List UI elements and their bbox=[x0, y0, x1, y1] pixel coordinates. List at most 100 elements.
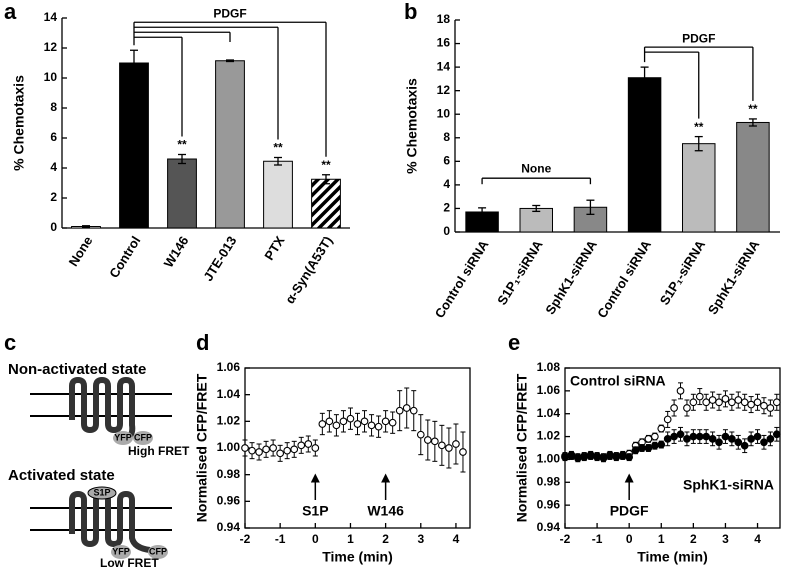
bar bbox=[627, 77, 662, 233]
y-tick-label: 2 bbox=[50, 190, 57, 204]
y-tick-label: 1.02 bbox=[217, 414, 241, 428]
y-tick-label: 1.00 bbox=[537, 452, 561, 466]
y-tick-label: 6 bbox=[50, 130, 57, 144]
panel-label: b bbox=[404, 0, 417, 24]
y-tick-label: 12 bbox=[437, 83, 451, 97]
x-tick-label: 2 bbox=[690, 532, 697, 546]
cfp bbox=[133, 431, 153, 445]
y-tick-label: 1.04 bbox=[537, 406, 561, 420]
fp-label: CFP bbox=[134, 432, 152, 442]
point bbox=[689, 398, 698, 407]
significance: ** bbox=[273, 141, 283, 155]
y-tick-label: 0.96 bbox=[217, 494, 241, 508]
point bbox=[599, 454, 608, 463]
x-tick-label: Control siRNA bbox=[594, 237, 654, 321]
y-tick-label: 8 bbox=[50, 100, 57, 114]
point bbox=[708, 435, 717, 443]
point bbox=[402, 404, 411, 412]
ligand-label: S1P bbox=[93, 487, 110, 497]
y-tick-label: 0.94 bbox=[217, 520, 241, 534]
bar bbox=[167, 158, 197, 229]
point bbox=[663, 435, 672, 443]
x-tick-label: 3 bbox=[722, 532, 729, 546]
point bbox=[644, 435, 653, 443]
point bbox=[409, 406, 418, 415]
point bbox=[747, 435, 755, 443]
point bbox=[683, 404, 691, 412]
point bbox=[702, 432, 711, 441]
point bbox=[721, 395, 730, 403]
significance: ** bbox=[177, 138, 187, 152]
point bbox=[311, 444, 320, 452]
point bbox=[657, 440, 666, 449]
point bbox=[290, 445, 299, 454]
point bbox=[276, 449, 285, 458]
panel-label: d bbox=[196, 330, 209, 355]
bar bbox=[263, 160, 293, 229]
point bbox=[452, 440, 460, 448]
y-axis-title: Normalised CFP/FRET bbox=[194, 373, 210, 522]
y-tick-label: 14 bbox=[44, 10, 58, 24]
bar bbox=[736, 121, 770, 233]
point bbox=[573, 454, 582, 463]
point bbox=[760, 438, 768, 447]
x-tick-label: -1 bbox=[275, 532, 286, 546]
annotation: PDGF bbox=[610, 503, 649, 519]
y-tick-label: 6 bbox=[443, 154, 450, 168]
y-tick-label: 2 bbox=[443, 201, 450, 215]
point bbox=[459, 448, 467, 456]
point bbox=[346, 414, 355, 423]
point bbox=[715, 398, 723, 407]
y-tick-label: 0 bbox=[443, 224, 450, 238]
y-tick-label: 10 bbox=[44, 70, 58, 84]
point bbox=[248, 446, 256, 455]
x-tick-label: α-Syn(A53T) bbox=[282, 233, 335, 306]
point bbox=[416, 430, 425, 439]
point bbox=[388, 418, 397, 427]
y-tick-label: 18 bbox=[437, 12, 451, 26]
point bbox=[438, 441, 446, 450]
point bbox=[676, 387, 685, 395]
point bbox=[580, 453, 589, 461]
point bbox=[283, 446, 292, 455]
fp-label: CFP bbox=[149, 546, 167, 556]
y-tick-label: 1.06 bbox=[537, 383, 561, 397]
y-tick-label: 1.04 bbox=[217, 387, 241, 401]
receptor bbox=[69, 376, 136, 443]
annotation: S1P bbox=[302, 503, 328, 519]
point bbox=[612, 453, 621, 461]
y-tick-label: 8 bbox=[443, 130, 450, 144]
annotation: W146 bbox=[367, 503, 404, 519]
point bbox=[381, 417, 390, 426]
x-tick-label: Control bbox=[106, 233, 143, 280]
point bbox=[567, 452, 576, 460]
legend-label: Control siRNA bbox=[570, 373, 666, 389]
bracket-label: PDGF bbox=[682, 31, 715, 45]
fp-label: YFP bbox=[114, 432, 132, 442]
point bbox=[728, 435, 736, 443]
y-tick-label: 0.98 bbox=[217, 467, 241, 481]
y-tick-label: 16 bbox=[437, 36, 451, 50]
y-tick-label: 1.02 bbox=[537, 429, 561, 443]
point bbox=[760, 401, 768, 410]
fp-label: YFP bbox=[112, 546, 130, 556]
x-tick-label: -2 bbox=[240, 532, 251, 546]
y-axis-title: Normalised CFP/FRET bbox=[514, 373, 530, 522]
x-tick-label: None bbox=[66, 233, 96, 269]
point bbox=[772, 430, 781, 439]
y-axis-title: % Chemotaxis bbox=[404, 78, 420, 174]
point bbox=[670, 432, 678, 441]
yfp bbox=[111, 545, 131, 559]
point bbox=[753, 432, 762, 441]
point bbox=[593, 453, 601, 461]
point bbox=[631, 446, 640, 455]
panel-label: e bbox=[508, 330, 520, 355]
bracket-label: PDGF bbox=[213, 6, 246, 20]
point bbox=[561, 453, 569, 461]
receptor bbox=[69, 490, 151, 553]
point bbox=[430, 437, 439, 446]
y-tick-label: 10 bbox=[437, 106, 451, 120]
point bbox=[241, 444, 249, 452]
y-axis-title: % Chemotaxis bbox=[11, 75, 27, 171]
point bbox=[670, 404, 678, 412]
